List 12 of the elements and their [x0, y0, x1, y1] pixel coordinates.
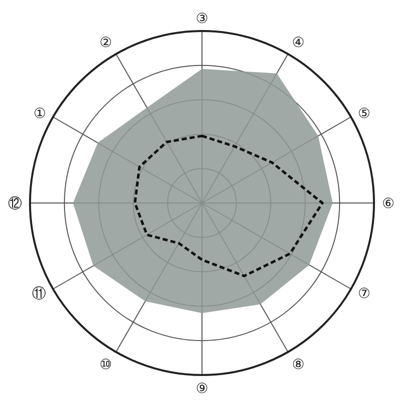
spoke-label: ⑪ [32, 286, 46, 302]
spoke-label: ⑧ [292, 356, 305, 373]
spoke-label: ⑤ [358, 106, 370, 122]
spoke-label: ① [34, 106, 46, 122]
spoke-label: ⑩ [99, 356, 112, 373]
spoke-label: ② [99, 35, 112, 52]
spoke-label: ⑥ [382, 196, 395, 212]
spoke-label: ⑨ [196, 380, 208, 397]
spoke-label: ③ [196, 11, 208, 27]
spoke-label: ⑫ [8, 196, 22, 212]
spoke-label: ⑦ [358, 286, 370, 302]
spoke-label: ④ [292, 35, 305, 52]
